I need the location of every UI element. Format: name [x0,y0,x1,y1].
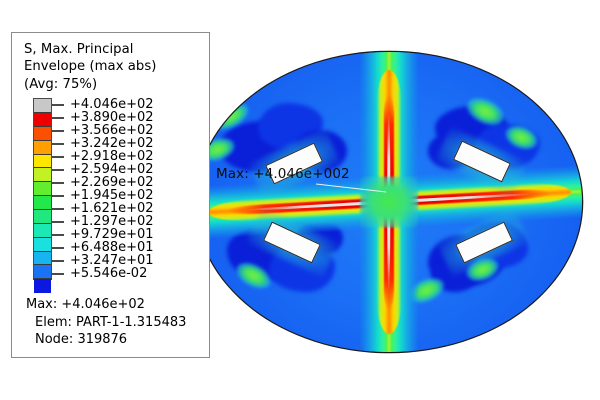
legend-tick-mark [52,273,64,275]
legend-tick-mark [52,117,64,119]
legend-tick-row: +5.546e-02 [52,265,202,281]
legend-tick-row: +3.566e+02 [52,122,202,138]
legend-tick-mark [52,260,64,262]
legend-swatch [34,196,51,210]
model-geometry [196,52,582,352]
legend-max-element: Elem: PART-1-1.315483 [35,314,187,330]
legend-tick-value: +5.546e-02 [70,265,148,281]
legend-tick-value: +3.566e+02 [70,122,154,138]
legend-tick-value: +3.242e+02 [70,135,154,151]
legend-tick-value: +6.488e+01 [70,239,154,255]
legend-swatch-column [33,98,52,294]
max-annotation-leader-line [316,183,387,193]
legend-swatch [34,140,51,155]
legend-tick-value: +3.890e+02 [70,109,154,125]
legend-tick-value: +1.945e+02 [70,187,154,203]
legend-swatch [34,223,51,238]
legend-tick-column: +4.046e+02 +3.890e+02 +3.566e+02 +3.242e+02… [52,96,202,281]
legend-swatch [34,237,51,252]
legend-max-node: Node: 319876 [35,332,128,348]
legend-swatch [34,168,51,183]
legend-tick-value: +2.594e+02 [70,161,154,177]
contour-legend: S, Max. Principal Envelope (max abs) (Av… [11,32,210,358]
legend-tick-row: +1.621e+02 [52,200,202,216]
legend-tick-row: +3.242e+02 [52,135,202,151]
legend-title: S, Max. Principal Envelope (max abs) (Av… [24,42,157,92]
legend-tick-row: +3.247e+01 [52,252,202,268]
legend-tick-value: +4.046e+02 [70,96,154,112]
legend-tick-mark [52,156,64,158]
legend-tick-row: +3.890e+02 [52,109,202,125]
legend-tick-value: +1.621e+02 [70,200,154,216]
legend-tick-value: +2.918e+02 [70,148,154,164]
legend-tick-row: +2.269e+02 [52,174,202,190]
legend-tick-mark [52,130,64,132]
legend-colorbar: +4.046e+02 +3.890e+02 +3.566e+02 +3.242e+02… [12,96,209,294]
legend-tick-value: +1.297e+02 [70,213,154,229]
legend-swatch [34,126,51,141]
legend-tick-value: +9.729e+01 [70,226,154,242]
legend-tick-row: +2.594e+02 [52,161,202,177]
legend-swatch [34,113,51,127]
legend-footer: Max: +4.046e+02 Elem: PART-1-1.315483 No… [12,296,209,349]
legend-tick-mark [52,208,64,210]
legend-tick-row: +4.046e+02 [52,96,202,112]
legend-tick-value: +3.247e+01 [70,252,154,268]
legend-swatch [34,279,51,294]
legend-swatch [34,251,51,266]
legend-tick-row: +1.297e+02 [52,213,202,229]
legend-tick-mark [52,169,64,171]
legend-tick-row: +2.918e+02 [52,148,202,164]
legend-tick-mark [52,182,64,184]
stiffener-intersection [360,176,418,228]
legend-tick-row: +1.945e+02 [52,187,202,203]
legend-tick-mark [52,143,64,145]
legend-tick-row: +6.488e+01 [52,239,202,255]
legend-tick-mark [52,247,64,249]
max-value-annotation: Max: +4.046e+002 [216,166,350,182]
legend-swatch [34,265,51,280]
legend-tick-mark [52,234,64,236]
legend-tick-mark [52,195,64,197]
legend-tick-mark [52,221,64,223]
legend-swatch [34,209,51,224]
legend-max-value: Max: +4.046e+02 [26,297,145,313]
elliptical-plate [196,52,582,352]
legend-swatch [34,154,51,169]
legend-swatch [34,182,51,197]
legend-tick-row: +9.729e+01 [52,226,202,242]
legend-tick-value: +2.269e+02 [70,174,154,190]
legend-swatch [34,99,51,114]
legend-tick-mark [52,104,64,106]
